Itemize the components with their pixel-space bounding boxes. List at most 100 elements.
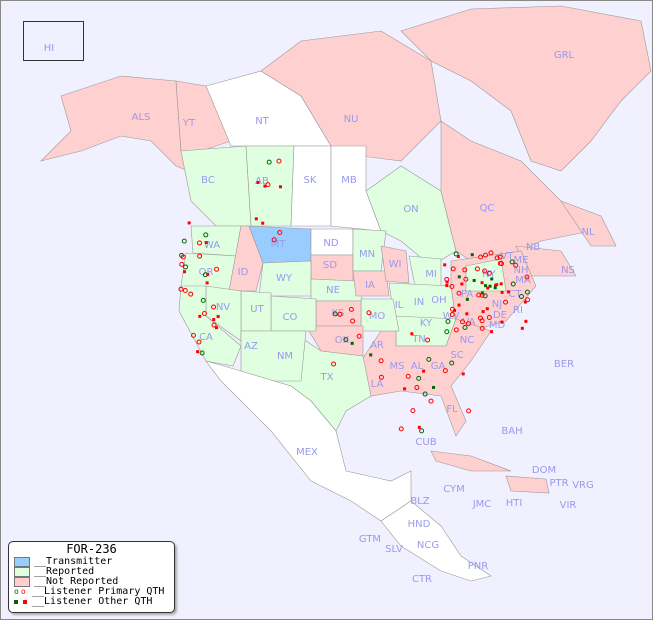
region-CA xyxy=(178,285,242,367)
listener-primary-marker xyxy=(456,290,462,296)
listener-primary-marker xyxy=(482,252,488,258)
region-NL xyxy=(560,200,617,247)
listener-primary-marker xyxy=(343,337,349,343)
listener-primary-marker xyxy=(488,250,494,256)
region-label-MS: MS xyxy=(390,361,405,372)
listener-other-marker xyxy=(486,286,490,290)
region-YT xyxy=(175,80,232,152)
region-CUB xyxy=(430,450,512,472)
listener-primary-marker xyxy=(179,261,185,267)
listener-other-marker xyxy=(499,282,503,286)
region-label-IA: IA xyxy=(365,280,375,291)
listener-other-marker xyxy=(524,319,528,323)
hawaii-inset xyxy=(23,21,84,61)
region-label-BLZ: BLZ xyxy=(410,496,429,507)
listener-other-marker xyxy=(254,217,258,221)
region-label-CA: CA xyxy=(199,332,213,343)
listener-primary-marker xyxy=(442,368,448,374)
listener-other-marker xyxy=(443,263,447,267)
region-label-MI: MI xyxy=(425,269,437,280)
region-label-OH: OH xyxy=(431,295,446,306)
listener-primary-marker xyxy=(178,286,184,292)
listener-other-marker xyxy=(417,425,421,429)
listener-other-marker xyxy=(500,290,504,294)
listener-other-marker xyxy=(457,275,461,279)
listener-primary-marker xyxy=(277,229,283,235)
legend: FOR-236 __Transmitter __Reported __Not R… xyxy=(8,541,175,613)
region-BC xyxy=(180,145,252,227)
listener-primary-marker xyxy=(459,319,465,325)
region-label-HND: HND xyxy=(408,519,431,530)
region-label-FL: FL xyxy=(446,404,458,415)
listener-primary-marker xyxy=(266,159,272,165)
region-label-LA: LA xyxy=(371,379,384,390)
legend-not-reported: __Not Reported xyxy=(9,577,174,587)
region-label-CO: CO xyxy=(283,312,298,323)
region-label-MEX: MEX xyxy=(296,447,318,458)
region-label-PA: PA xyxy=(461,289,473,300)
region-label-BAH: BAH xyxy=(501,426,522,437)
region-label-WA: WA xyxy=(204,240,220,251)
region-label-QC: QC xyxy=(480,203,495,214)
region-label-AB: AB xyxy=(255,176,269,187)
region-label-DE: DE xyxy=(493,310,507,321)
listener-primary-marker xyxy=(378,374,384,380)
listener-primary-marker xyxy=(494,255,500,261)
region-label-ID: ID xyxy=(238,267,249,278)
region-label-DOM: DOM xyxy=(532,465,556,476)
region-label-NY: NY xyxy=(482,269,496,280)
listener-other-marker xyxy=(369,353,373,357)
region-label-AZ: AZ xyxy=(244,341,258,352)
listener-other-marker xyxy=(205,281,209,285)
listener-primary-marker xyxy=(197,253,203,259)
listener-primary-marker xyxy=(449,360,455,366)
region-label-MA: MA xyxy=(515,275,531,286)
listener-other-marker xyxy=(212,318,216,322)
listener-primary-marker xyxy=(482,293,488,299)
region-label-NM: NM xyxy=(277,351,293,362)
listener-primary-marker xyxy=(211,304,217,310)
listener-primary-marker xyxy=(200,297,206,303)
region-label-YT: YT xyxy=(182,118,196,129)
region-label-OK: OK xyxy=(335,335,350,346)
listener-primary-marker xyxy=(479,292,485,298)
region-label-TX: TX xyxy=(320,372,334,383)
region-ALS xyxy=(40,75,202,177)
listener-other-marker xyxy=(457,303,461,307)
region-label-VA: VA xyxy=(462,317,475,328)
region-label-HTI: HTI xyxy=(506,498,523,509)
listener-primary-marker xyxy=(356,333,362,339)
listener-primary-marker xyxy=(518,293,524,299)
listener-other-marker xyxy=(445,283,449,287)
listener-primary-marker xyxy=(503,299,509,305)
region-NU xyxy=(260,30,442,162)
region-label-HI: HI xyxy=(44,43,54,54)
legend-label: __Transmitter xyxy=(34,556,113,567)
listener-primary-marker xyxy=(366,310,372,316)
listener-primary-marker xyxy=(378,358,384,364)
region-label-CYM: CYM xyxy=(443,484,465,495)
listener-primary-marker xyxy=(348,306,354,312)
listener-primary-marker xyxy=(211,322,217,328)
region-CAM xyxy=(380,500,492,582)
region-label-RI: RI xyxy=(513,305,523,316)
region-label-GTM: GTM xyxy=(359,534,381,545)
region-label-AR: AR xyxy=(370,340,384,351)
legend-transmitter: __Transmitter xyxy=(9,557,174,567)
region-label-IL: IL xyxy=(395,300,404,311)
region-SK xyxy=(290,145,332,227)
not-reported-swatch xyxy=(14,577,30,587)
listener-primary-marker xyxy=(462,267,468,273)
listener-primary-marker xyxy=(180,254,186,260)
listener-primary-marker xyxy=(479,325,485,331)
listener-primary-marker xyxy=(414,385,420,391)
legend-primary-qth: o o __Listener Primary QTH xyxy=(9,587,174,597)
legend-label: __Listener Primary QTH xyxy=(32,586,165,597)
listener-other-marker xyxy=(214,326,218,330)
listener-primary-marker xyxy=(331,361,337,367)
listener-primary-marker xyxy=(276,158,282,164)
listener-primary-marker xyxy=(453,327,459,333)
region-WI xyxy=(380,245,410,284)
listener-primary-marker xyxy=(525,297,531,303)
